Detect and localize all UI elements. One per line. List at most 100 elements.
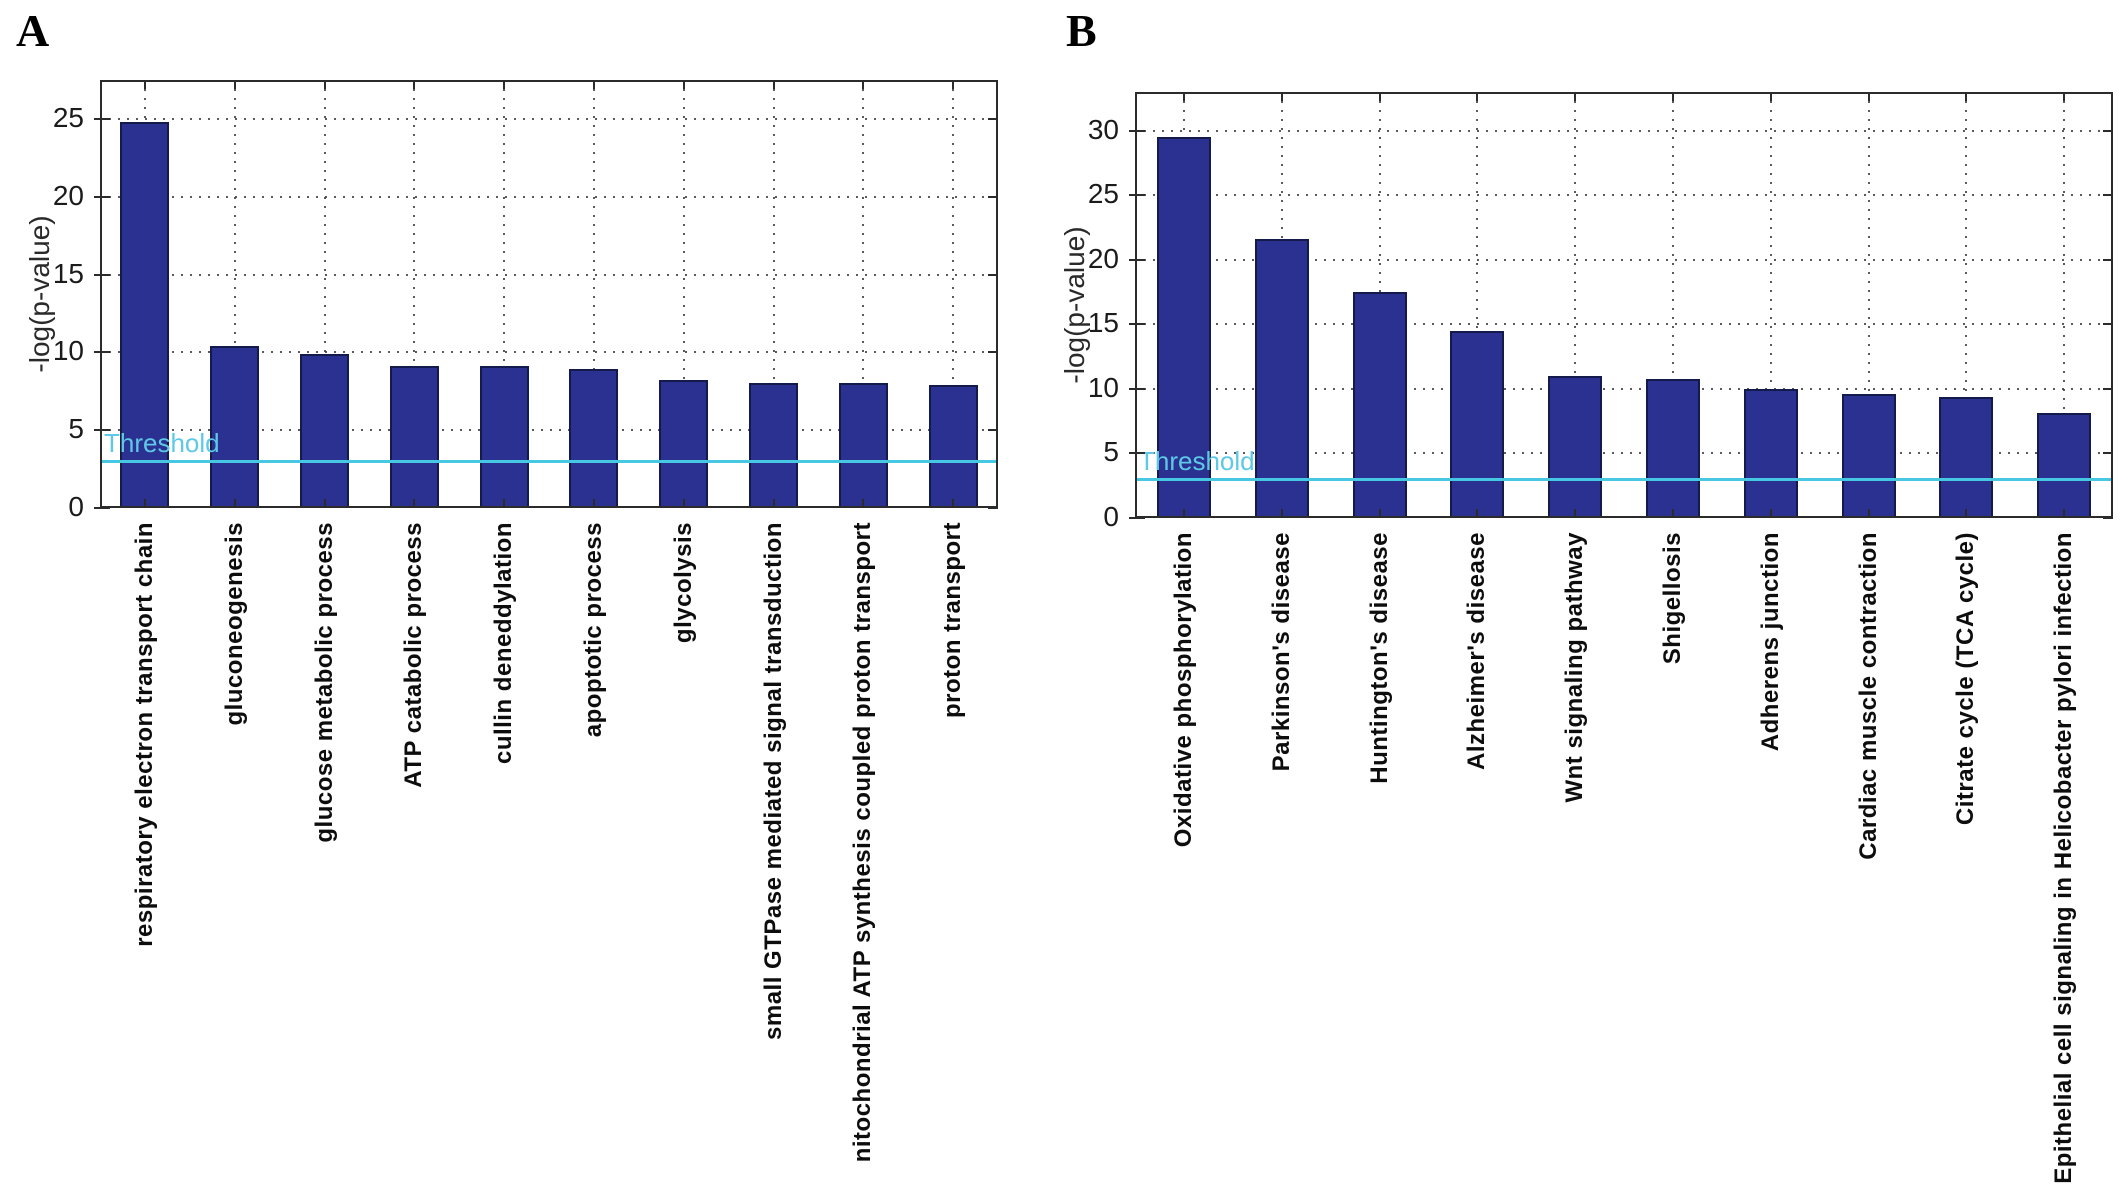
y-tick-label: 25 (52, 101, 84, 133)
y-tick (1129, 517, 1145, 519)
x-tick (1965, 92, 1968, 101)
y-tick (988, 429, 998, 432)
x-tick (413, 80, 416, 89)
x-tick (682, 499, 685, 508)
y-tick (2103, 452, 2113, 455)
bar (1743, 388, 1798, 518)
x-tick (1671, 509, 1674, 518)
plot-box (100, 80, 998, 508)
y-axis-label: -log(p-value) (1059, 226, 1090, 384)
x-tick (1378, 509, 1381, 518)
x-tick (1574, 92, 1577, 101)
x-tick (1867, 92, 1870, 101)
y-tick (94, 429, 110, 432)
x-category-label: small GTPase mediated signal transductio… (759, 522, 787, 1040)
v-gridline (1965, 92, 1968, 518)
y-tick (94, 273, 110, 276)
x-tick (592, 80, 595, 89)
x-tick (413, 499, 416, 508)
x-tick (1867, 509, 1870, 518)
threshold-label: Threshold (104, 428, 220, 459)
x-tick (323, 80, 326, 89)
y-tick-label: 20 (52, 179, 84, 211)
h-gridline (100, 429, 998, 432)
bar (1254, 239, 1309, 518)
y-tick (1129, 258, 1145, 261)
y-tick (988, 195, 998, 198)
v-gridline (952, 80, 955, 508)
x-tick (1671, 92, 1674, 101)
y-tick-label: 0 (1103, 501, 1119, 532)
y-tick (2103, 129, 2113, 132)
v-gridline (503, 80, 506, 508)
y-tick (1129, 452, 1145, 455)
y-tick (94, 351, 110, 354)
panel-b-letter: B (1066, 5, 1097, 56)
x-tick (1378, 92, 1381, 101)
v-gridline (682, 80, 685, 508)
x-tick (1769, 92, 1772, 101)
x-category-label: Cardiac muscle contraction (1854, 532, 1882, 860)
x-category-label: Alzheimer's disease (1463, 532, 1491, 770)
h-gridline (1135, 258, 2113, 261)
x-tick (233, 499, 236, 508)
threshold-line (1135, 478, 2113, 482)
h-gridline (100, 195, 998, 198)
y-tick-label: 20 (1087, 242, 1119, 274)
x-category-label: respiratory electron transport chain (130, 522, 158, 947)
x-category-label: Epithelial cell signaling in Helicobacte… (2050, 532, 2078, 1184)
x-tick (772, 499, 775, 508)
x-tick (2063, 509, 2066, 518)
figure: A B Threshold 0 5 10 15 20 25 respiratory elect… (16, 5, 2113, 1184)
y-tick-label: 10 (1087, 371, 1119, 403)
h-gridline (100, 351, 998, 354)
bar (120, 122, 170, 508)
x-tick (772, 80, 775, 89)
y-tick (2103, 323, 2113, 326)
x-category-label: glucose metabolic process (310, 522, 338, 843)
y-tick (1129, 194, 1145, 197)
y-tick (988, 351, 998, 354)
x-tick (1280, 509, 1283, 518)
y-tick (94, 195, 110, 198)
x-category-label: proton transport (939, 522, 967, 718)
bar (749, 383, 798, 508)
h-gridline (1135, 452, 2113, 455)
x-tick (862, 499, 865, 508)
v-gridline (1476, 92, 1479, 518)
x-category-label: Oxidative phosphorylation (1169, 532, 1197, 848)
h-gridline (1135, 129, 2113, 132)
y-tick (94, 507, 110, 509)
x-category-label: glycolysis (669, 522, 697, 644)
h-gridline (1135, 194, 2113, 197)
x-tick (143, 499, 146, 508)
x-tick (1182, 509, 1185, 518)
bar (659, 380, 709, 508)
x-category-label: nitochondrial ATP synthesis coupled prot… (849, 522, 877, 1163)
x-category-label: cullin deneddylation (490, 522, 518, 765)
x-tick (1476, 92, 1479, 101)
h-gridline (100, 273, 998, 276)
x-tick (592, 499, 595, 508)
x-category-label: Huntington's disease (1365, 532, 1393, 784)
panel-a-letter: A (16, 5, 50, 56)
y-tick (988, 273, 998, 276)
bar (1156, 137, 1211, 518)
y-tick (1129, 387, 1145, 390)
x-category-label: Wnt signaling pathway (1561, 532, 1589, 803)
threshold-label: Threshold (1139, 446, 1255, 477)
x-tick (143, 80, 146, 89)
x-tick (1965, 509, 1968, 518)
v-gridline (592, 80, 595, 508)
v-gridline (2063, 92, 2066, 518)
v-gridline (233, 80, 236, 508)
y-tick (988, 507, 998, 509)
v-gridline (1671, 92, 1674, 518)
y-tick (2103, 517, 2113, 519)
bar (928, 385, 978, 508)
x-tick (682, 80, 685, 89)
x-tick (323, 499, 326, 508)
y-tick-label: 5 (1103, 436, 1119, 468)
y-tick (988, 117, 998, 120)
x-tick (503, 80, 506, 89)
